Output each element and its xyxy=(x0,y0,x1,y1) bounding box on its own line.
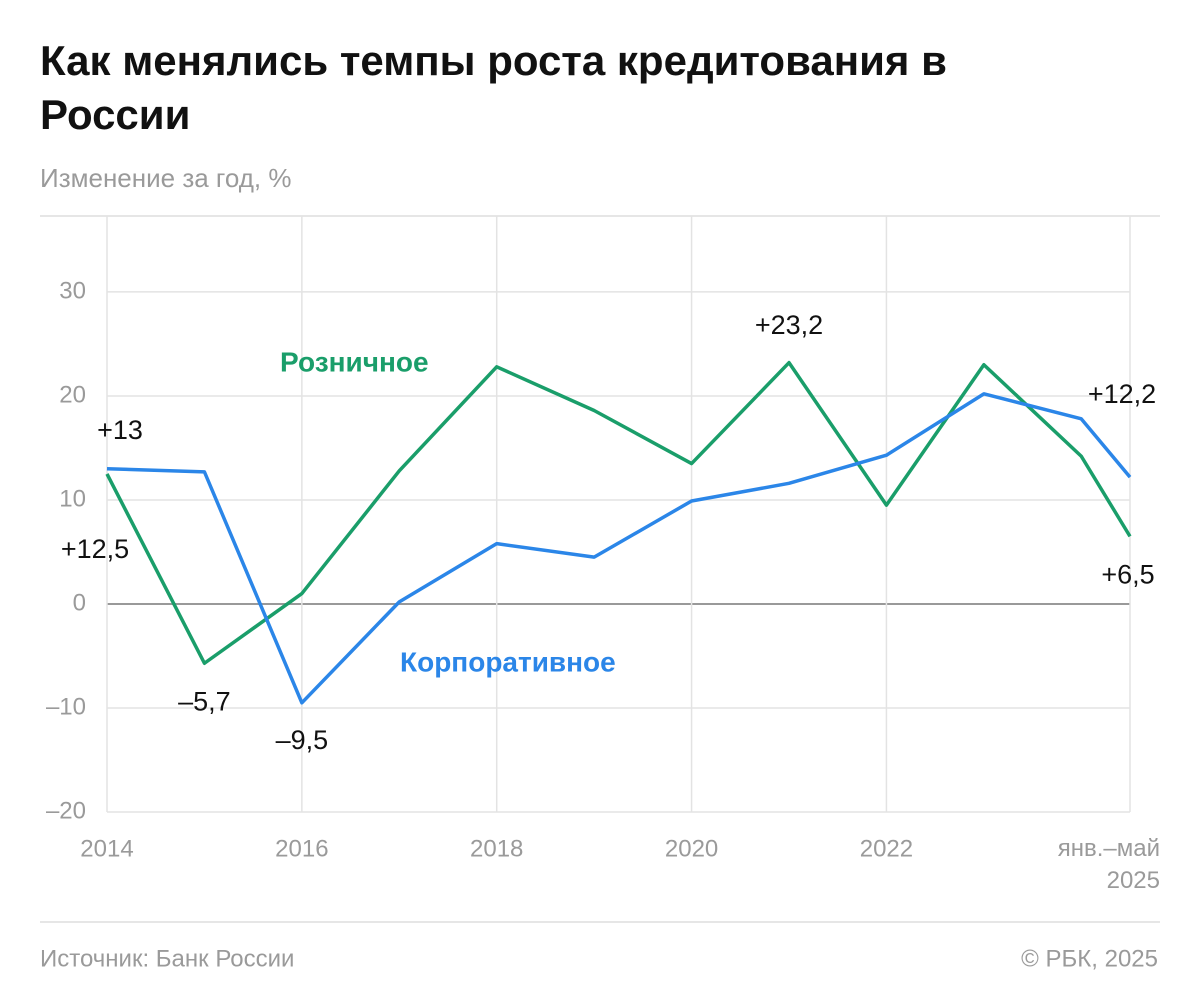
line xyxy=(106,392,1132,705)
y-tick-label: 30 xyxy=(59,277,86,304)
x-tick-label: 2020 xyxy=(665,835,718,862)
y-tick-label: –20 xyxy=(46,797,86,824)
data-label: +12,5 xyxy=(61,534,129,564)
chart-subtitle: Изменение за год, % xyxy=(40,163,291,193)
data-label: +23,2 xyxy=(755,310,823,340)
legend-label: Корпоративное xyxy=(400,646,616,677)
x-tick-label: 2016 xyxy=(275,835,328,862)
y-tick-label: 0 xyxy=(73,589,86,616)
chart-title: Как менялись темпы роста кредитования в … xyxy=(40,37,947,138)
source: Источник: Банк России xyxy=(40,945,294,972)
x-tick-label: 2018 xyxy=(470,835,523,862)
data-label: –9,5 xyxy=(276,725,329,755)
y-tick-label: –10 xyxy=(46,693,86,720)
line xyxy=(105,360,1132,666)
data-label: +12,2 xyxy=(1088,379,1156,409)
data-label: +6,5 xyxy=(1101,559,1154,589)
credit: © РБК, 2025 xyxy=(1021,945,1158,972)
x-tick-label: 2014 xyxy=(80,835,133,862)
x-tick-label: янв.–май 2025 xyxy=(1058,835,1160,894)
y-tick-label: 10 xyxy=(59,485,86,512)
x-tick-label: 2022 xyxy=(860,835,913,862)
legend-label: Розничное xyxy=(280,346,429,377)
y-tick-label: 20 xyxy=(59,381,86,408)
data-label: –5,7 xyxy=(178,686,231,716)
data-label: +13 xyxy=(97,415,143,445)
